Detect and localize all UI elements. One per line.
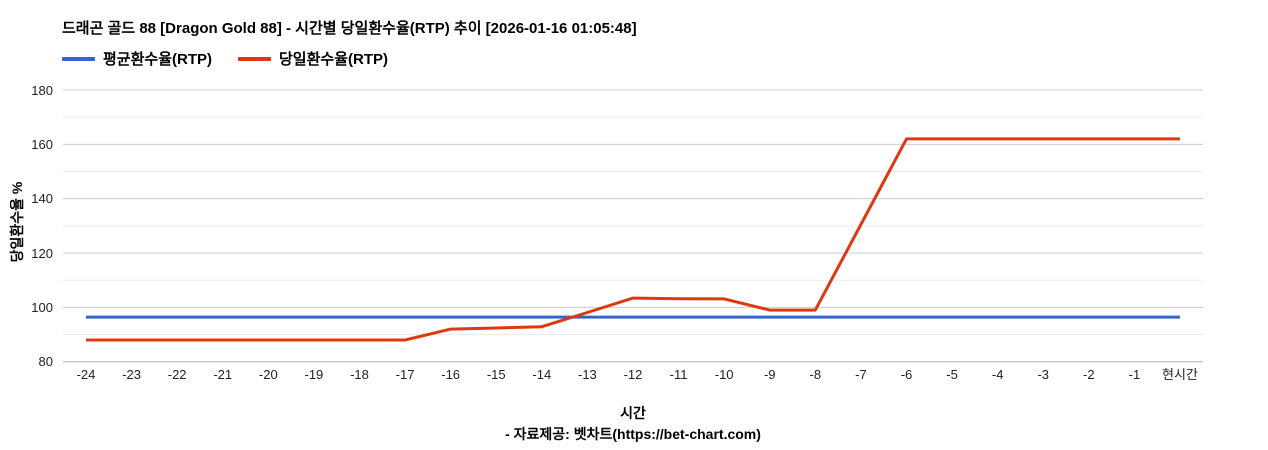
x-tick-label: -2	[1083, 367, 1095, 382]
y-tick-label: 140	[31, 191, 53, 207]
y-tick-label: 160	[31, 136, 53, 152]
x-tick-label: -10	[714, 367, 734, 382]
legend-label-avg-rtp: 평균환수율(RTP)	[103, 51, 212, 68]
legend-item-avg-rtp: 평균환수율(RTP)	[62, 48, 212, 69]
x-tick-label: 현시간	[1162, 367, 1198, 382]
y-tick-label: 80	[38, 354, 53, 370]
chart-title: 드래곤 골드 88 [Dragon Gold 88] - 시간별 당일환수율(R…	[62, 20, 637, 37]
daily-rtp-line[interactable]	[86, 137, 1180, 342]
legend-item-daily-rtp: 당일환수율(RTP)	[238, 48, 388, 69]
y-tick-label: 120	[31, 245, 53, 261]
x-tick-label: -11	[669, 367, 688, 382]
daily-rtp-line-swatch	[238, 56, 271, 61]
x-tick-label: -7	[855, 367, 867, 382]
legend-label-daily-rtp: 당일환수율(RTP)	[279, 51, 388, 68]
x-tick-label: -15	[486, 367, 506, 382]
x-tick-label: -5	[946, 367, 958, 382]
x-tick-label: -19	[304, 367, 324, 382]
x-tick-label: -1	[1128, 367, 1141, 382]
x-tick-label: -9	[763, 367, 776, 382]
avg-rtp-line-swatch	[62, 56, 95, 61]
x-tick-label: -17	[395, 367, 415, 382]
x-tick-label: -6	[900, 367, 913, 382]
x-tick-label: -14	[532, 367, 552, 382]
x-tick-label: -12	[623, 367, 643, 382]
source-credit: - 자료제공: 벳차트(https://bet-chart.com)	[505, 426, 761, 442]
y-tick-label: 180	[31, 82, 53, 98]
y-tick-label: 100	[31, 299, 53, 315]
x-tick-label: -16	[441, 367, 461, 382]
x-tick-label: -21	[213, 367, 233, 382]
legend: 평균환수율(RTP) 당일환수율(RTP)	[62, 48, 388, 69]
x-tick-label: -22	[167, 367, 187, 382]
x-tick-label: -24	[76, 367, 96, 382]
x-axis-title: 시간	[620, 405, 646, 421]
x-tick-label: -23	[122, 367, 141, 382]
x-tick-label: -8	[809, 367, 822, 382]
x-tick-label: -4	[991, 367, 1004, 382]
x-tick-label: -20	[258, 367, 278, 382]
x-tick-label: -3	[1037, 367, 1050, 382]
x-tick-label: -13	[578, 367, 597, 382]
x-tick-label: -18	[350, 367, 369, 382]
